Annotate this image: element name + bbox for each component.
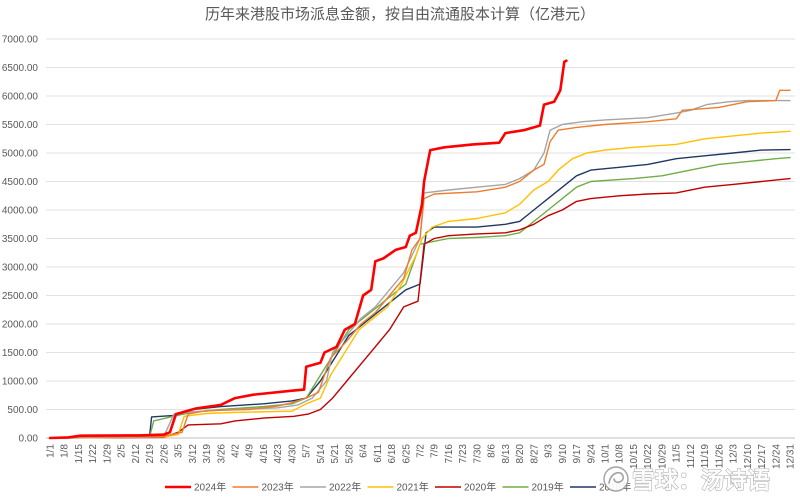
x-tick-label: 9/24 xyxy=(586,444,597,464)
legend-label: 2021年 xyxy=(397,481,429,494)
watermark-text: 雪球：汤诗语 xyxy=(632,468,770,494)
x-tick-label: 9/10 xyxy=(558,444,569,464)
x-tick-label: 11/12 xyxy=(686,444,697,469)
x-tick-label: 10/1 xyxy=(601,444,612,464)
y-tick-label: 4500.00 xyxy=(2,177,39,188)
legend-label: 2023年 xyxy=(262,481,294,494)
y-tick-label: 1500.00 xyxy=(2,348,39,359)
x-tick-label: 11/26 xyxy=(714,444,725,469)
x-tick-label: 10/15 xyxy=(629,444,640,469)
x-tick-label: 4/23 xyxy=(273,444,284,464)
legend-item-2023: 2023年 xyxy=(232,481,294,494)
x-tick-label: 5/28 xyxy=(344,444,355,464)
x-tick-label: 6/18 xyxy=(387,444,398,464)
x-tick-label: 4/2 xyxy=(231,444,242,458)
x-tick-label: 8/20 xyxy=(515,444,526,464)
x-tick-label: 4/9 xyxy=(245,444,256,458)
series-line-2020 xyxy=(49,177,791,439)
x-tick-label: 7/9 xyxy=(430,444,441,458)
x-tick-label: 4/30 xyxy=(287,444,298,464)
x-tick-label: 2/19 xyxy=(145,444,156,464)
x-tick-label: 5/21 xyxy=(330,444,341,464)
y-tick-label: 6500.00 xyxy=(2,63,39,74)
x-tick-label: 11/5 xyxy=(672,444,683,463)
y-tick-label: 0.00 xyxy=(19,434,39,445)
y-tick-label: 500.00 xyxy=(7,405,38,416)
legend-label: 2019年 xyxy=(532,481,564,494)
x-tick-label: 10/29 xyxy=(657,444,668,469)
series-line-2021 xyxy=(49,130,791,439)
y-tick-label: 7000.00 xyxy=(2,35,39,46)
y-tick-label: 3000.00 xyxy=(2,263,39,274)
x-tick-label: 1/1 xyxy=(46,444,57,458)
x-tick-label: 6/4 xyxy=(359,444,370,458)
legend-item-2019: 2019年 xyxy=(502,481,564,494)
legend-label: 2020年 xyxy=(464,481,496,494)
snowball-logo-icon xyxy=(603,466,629,492)
x-tick-label: 9/3 xyxy=(544,444,555,458)
x-tick-label: 7/30 xyxy=(472,444,483,464)
series-line-2024 xyxy=(48,59,568,440)
x-tick-label: 6/25 xyxy=(401,444,412,464)
x-tick-label: 7/23 xyxy=(458,444,469,464)
x-tick-label: 8/6 xyxy=(487,444,498,458)
x-tick-label: 8/27 xyxy=(529,444,540,464)
y-tick-label: 1000.00 xyxy=(2,377,39,388)
y-tick-label: 2000.00 xyxy=(2,320,39,331)
legend-item-2020: 2020年 xyxy=(435,481,496,494)
y-tick-label: 5000.00 xyxy=(2,149,39,160)
x-tick-label: 7/2 xyxy=(416,444,427,458)
chart-title: 历年来港股市场派息金额，按自由流通股本计算（亿港元） xyxy=(205,5,595,23)
x-tick-label: 1/8 xyxy=(60,444,71,458)
x-tick-label: 12/10 xyxy=(743,444,754,469)
legend-item-2021: 2021年 xyxy=(367,481,429,494)
watermark: 雪球：汤诗语 xyxy=(603,466,771,495)
x-tick-label: 12/3 xyxy=(729,444,740,464)
x-tick-label: 2/5 xyxy=(117,444,128,458)
y-tick-label: 3500.00 xyxy=(2,234,39,245)
y-tick-label: 4000.00 xyxy=(2,206,39,217)
x-tick-label: 6/11 xyxy=(373,444,384,463)
x-tick-label: 11/19 xyxy=(700,444,711,469)
x-tick-label: 1/15 xyxy=(74,444,85,464)
legend-label: 2024年 xyxy=(194,481,226,494)
x-axis: 1/1 1/8 1/15 1/22 1/29 2/5 2/12 2/19 2/26 3/5 3/12… xyxy=(46,444,797,469)
x-tick-label: 9/17 xyxy=(572,444,583,464)
x-tick-label: 5/7 xyxy=(302,444,313,458)
y-tick-label: 5500.00 xyxy=(2,120,39,131)
x-tick-label: 12/31 xyxy=(786,444,797,469)
x-tick-label: 4/16 xyxy=(259,444,270,464)
x-tick-label: 3/26 xyxy=(216,444,227,464)
x-tick-label: 2/12 xyxy=(131,444,142,464)
x-tick-label: 3/5 xyxy=(174,444,185,458)
legend-label: 2022年 xyxy=(329,481,361,494)
x-tick-label: 3/19 xyxy=(202,444,213,464)
x-tick-label: 3/12 xyxy=(188,444,199,464)
x-tick-label: 8/13 xyxy=(501,444,512,464)
x-tick-label: 10/22 xyxy=(643,444,654,469)
x-tick-label: 7/16 xyxy=(444,444,455,464)
gridlines xyxy=(46,38,795,439)
x-tick-label: 1/29 xyxy=(102,444,113,464)
series-line-2023 xyxy=(49,89,791,439)
x-tick-label: 12/17 xyxy=(757,444,768,469)
series-lines xyxy=(48,59,791,440)
y-axis: 0.00 500.00 1000.00 1500.00 2000.00 2500.00 30… xyxy=(2,35,39,445)
x-tick-label: 1/22 xyxy=(88,444,99,464)
legend-item-2022: 2022年 xyxy=(300,481,361,494)
x-tick-label: 5/14 xyxy=(316,444,327,464)
x-tick-label: 2/26 xyxy=(159,444,170,464)
legend-item-2024: 2024年 xyxy=(165,481,226,494)
x-tick-label: 10/8 xyxy=(615,444,626,464)
x-tick-label: 12/24 xyxy=(771,444,782,469)
y-tick-label: 2500.00 xyxy=(2,291,39,302)
y-tick-label: 6000.00 xyxy=(2,92,39,103)
